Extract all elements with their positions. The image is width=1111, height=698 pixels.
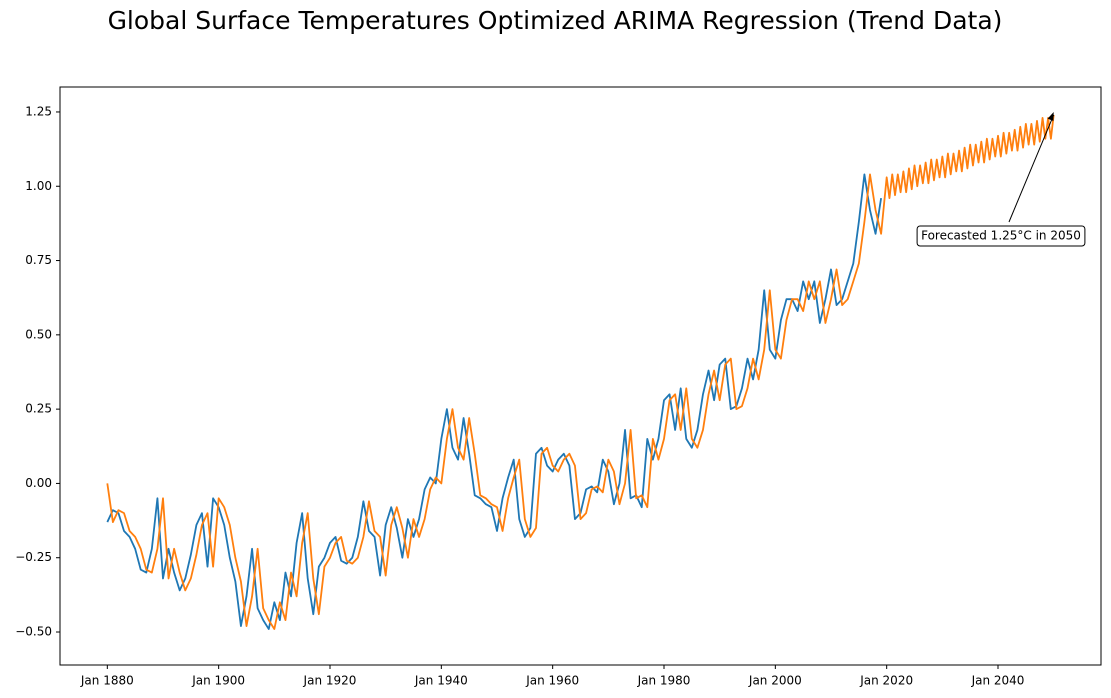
y-tick-label: 0.25: [25, 402, 52, 416]
x-tick-label: Jan 2040: [971, 674, 1025, 688]
y-tick-label: 0.75: [25, 253, 52, 267]
x-tick-label: Jan 1880: [80, 674, 134, 688]
x-tick-label: Jan 2020: [859, 674, 913, 688]
annotation-arrow: [1008, 114, 1055, 223]
y-tick-label: 1.25: [25, 104, 52, 118]
series-line: [106, 173, 882, 630]
y-tick-label: 0.00: [25, 476, 52, 490]
x-tick-label: Jan 1900: [191, 674, 245, 688]
y-tick-label: 0.50: [25, 327, 52, 341]
series-line: [106, 114, 1055, 630]
y-tick-label: −0.25: [15, 550, 52, 564]
x-tick-label: Jan 1960: [525, 674, 579, 688]
y-tick-label: 1.00: [25, 179, 52, 193]
annotation-arrowhead: [1047, 111, 1054, 121]
annotation-box: [916, 225, 1086, 247]
plot-frame: [59, 86, 1102, 666]
x-tick-label: Jan 1920: [303, 674, 357, 688]
y-tick-label: −0.50: [15, 625, 52, 639]
x-tick-label: Jan 2000: [748, 674, 802, 688]
x-tick-label: Jan 1940: [414, 674, 468, 688]
annotation-text: Forecasted 1.25°C in 2050: [921, 229, 1081, 243]
x-tick-label: Jan 1980: [637, 674, 691, 688]
chart-title: Global Surface Temperatures Optimized AR…: [108, 6, 1003, 35]
